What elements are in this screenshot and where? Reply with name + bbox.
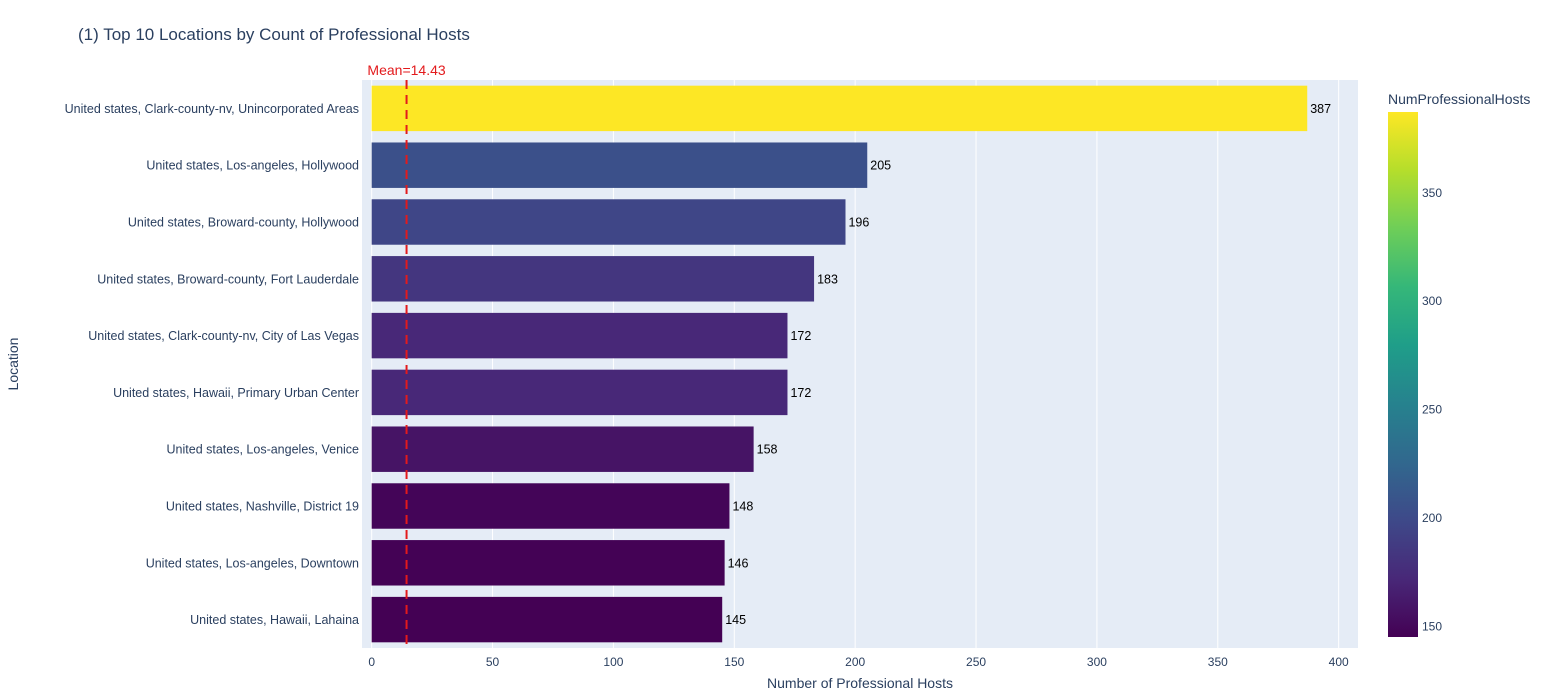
bars <box>371 85 1308 643</box>
bar <box>371 426 754 472</box>
x-tick-label: 150 <box>724 655 744 669</box>
bar-value-label: 146 <box>728 556 749 570</box>
colorbar-title: NumProfessionalHosts <box>1388 91 1530 107</box>
bar <box>371 85 1308 132</box>
bar-value-label: 172 <box>790 386 811 400</box>
x-tick-labels: 0 50 100 150 200 250 300 350 400 <box>368 655 1349 669</box>
bar <box>371 256 815 302</box>
colorbar-tick-label: 300 <box>1422 294 1442 308</box>
y-tick-label: United states, Hawaii, Primary Urban Cen… <box>113 386 359 400</box>
bar <box>371 312 788 359</box>
colorbar-tick-label: 250 <box>1422 403 1442 417</box>
colorbar <box>1388 112 1418 637</box>
x-tick-label: 0 <box>368 655 375 669</box>
bar <box>371 540 725 586</box>
bar-labels: 387 205 196 183 172 172 158 148 146 145 <box>725 102 1331 627</box>
y-axis-title: Location <box>5 338 21 391</box>
y-tick-label: United states, Broward-county, Hollywood <box>128 216 359 230</box>
bar-value-label: 183 <box>817 272 838 286</box>
bar <box>371 596 723 643</box>
colorbar-tick-labels: 150 200 250 300 350 <box>1422 186 1442 634</box>
bar-value-label: 172 <box>790 329 811 343</box>
y-tick-label: United states, Nashville, District 19 <box>166 500 359 514</box>
bar <box>371 199 846 245</box>
y-tick-label: United states, Clark-county-nv, Unincorp… <box>65 102 359 116</box>
y-tick-labels: United states, Clark-county-nv, Unincorp… <box>65 102 359 627</box>
x-tick-label: 400 <box>1329 655 1349 669</box>
x-tick-label: 100 <box>603 655 623 669</box>
colorbar-tick-label: 200 <box>1422 511 1442 525</box>
bar-value-label: 158 <box>757 443 778 457</box>
y-tick-label: United states, Clark-county-nv, City of … <box>88 329 359 343</box>
bar <box>371 142 868 188</box>
x-tick-label: 200 <box>845 655 865 669</box>
colorbar-tick-label: 350 <box>1422 186 1442 200</box>
y-tick-label: United states, Broward-county, Fort Laud… <box>97 272 359 286</box>
x-tick-label: 300 <box>1087 655 1107 669</box>
y-tick-label: United states, Hawaii, Lahaina <box>190 613 359 627</box>
x-axis-title: Number of Professional Hosts <box>767 675 953 691</box>
bar <box>371 369 788 416</box>
colorbar-tick-label: 150 <box>1422 620 1442 634</box>
x-tick-label: 50 <box>486 655 500 669</box>
bar-value-label: 205 <box>870 159 891 173</box>
x-tick-label: 250 <box>966 655 986 669</box>
x-tick-label: 350 <box>1208 655 1228 669</box>
bar-value-label: 196 <box>848 216 869 230</box>
y-tick-label: United states, Los-angeles, Hollywood <box>146 159 359 173</box>
mean-label: Mean=14.43 <box>367 62 445 78</box>
bar-value-label: 387 <box>1310 102 1331 116</box>
y-tick-label: United states, Los-angeles, Downtown <box>146 556 359 570</box>
bar-value-label: 148 <box>732 500 753 514</box>
y-tick-label: United states, Los-angeles, Venice <box>167 443 360 457</box>
bar-value-label: 145 <box>725 613 746 627</box>
chart-title: (1) Top 10 Locations by Count of Profess… <box>78 25 470 44</box>
bar <box>371 483 730 529</box>
